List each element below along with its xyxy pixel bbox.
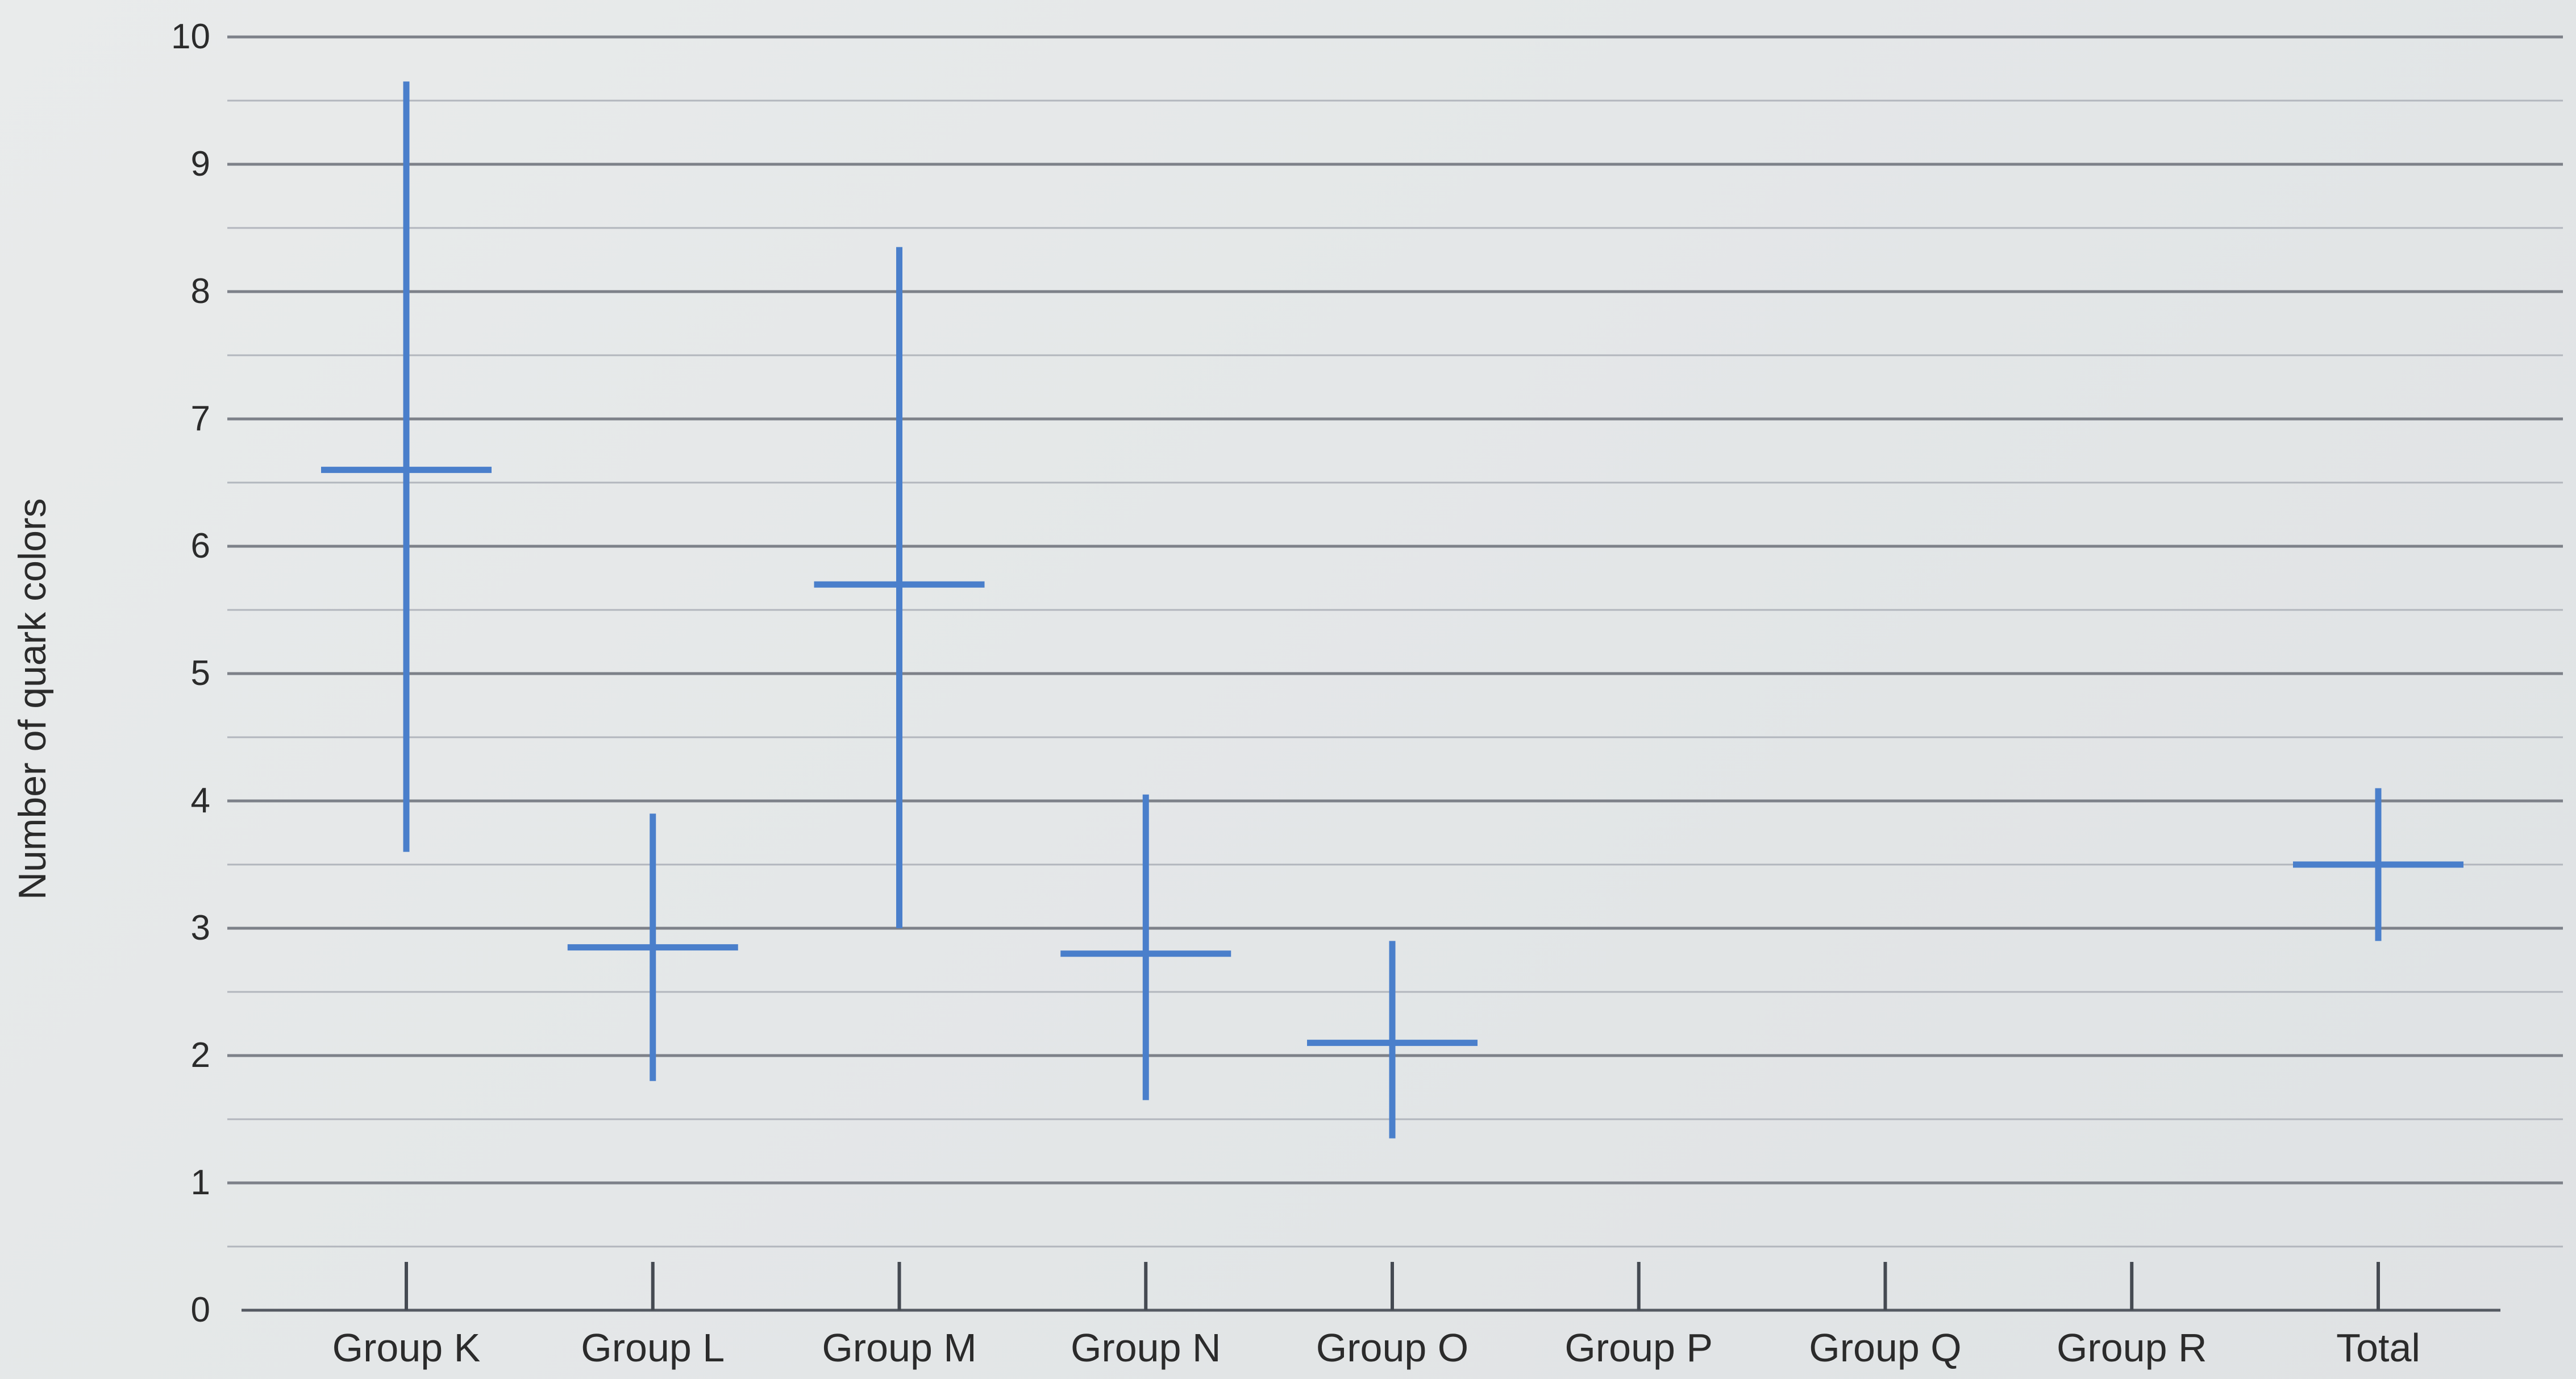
x-tick-label: Group M (822, 1326, 976, 1370)
x-tick-label: Group R (2057, 1326, 2207, 1370)
x-axis-ticks: Group K Group L Group M Group N Group O Group… (332, 1262, 2420, 1370)
x-tick-label: Group P (1564, 1326, 1713, 1370)
x-tick-label: Group Q (1809, 1326, 1961, 1370)
y-tick-label: 7 (191, 399, 210, 438)
y-axis-title: Number of quark colors (11, 498, 54, 900)
y-tick-label: 3 (191, 908, 210, 948)
x-tick-label: Group O (1316, 1326, 1468, 1370)
gridlines (227, 35, 2563, 1248)
x-tick-label: Group K (332, 1326, 481, 1370)
y-tick-label: 0 (191, 1290, 210, 1330)
y-tick-label: 5 (191, 654, 210, 693)
y-tick-label: 8 (191, 272, 210, 311)
x-tick-label: Total (2336, 1326, 2420, 1370)
error-bars (321, 81, 2463, 1139)
y-tick-label: 9 (191, 144, 210, 184)
y-tick-label: 10 (171, 17, 210, 56)
y-axis-ticks: 0 1 2 3 4 5 6 7 8 9 10 (171, 17, 210, 1330)
y-tick-label: 2 (191, 1036, 210, 1075)
y-tick-label: 4 (191, 781, 210, 820)
y-tick-label: 6 (191, 526, 210, 566)
x-tick-label: Group L (581, 1326, 725, 1370)
y-tick-label: 1 (191, 1163, 210, 1202)
x-tick-label: Group N (1071, 1326, 1221, 1370)
